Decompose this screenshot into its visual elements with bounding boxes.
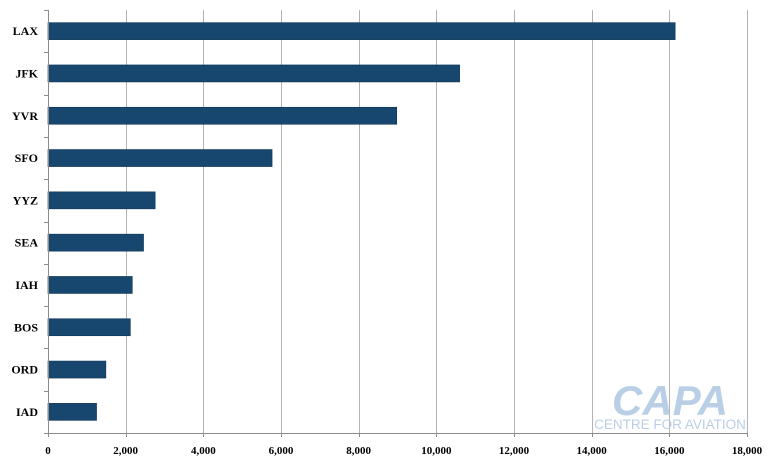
watermark-logo-text: CAPA	[612, 377, 728, 424]
bar-lax	[47, 22, 676, 40]
x-tick-label: 12,000	[499, 445, 530, 457]
x-tick-label: 6,000	[269, 445, 294, 457]
category-label: IAH	[15, 278, 38, 292]
bar-yyz	[47, 191, 156, 210]
x-tick-label: 14,000	[577, 445, 608, 457]
category-label: JFK	[15, 66, 38, 80]
category-label: YVR	[12, 109, 38, 123]
category-label: SFO	[15, 151, 38, 165]
x-tick-label: 4,000	[191, 445, 216, 457]
capa-watermark: CAPA CENTRE FOR AVIATION	[594, 377, 746, 432]
x-tick-label: 16,000	[654, 445, 685, 457]
category-label: SEA	[15, 236, 39, 250]
category-label: YYZ	[13, 193, 38, 207]
bar-yvr	[47, 106, 398, 125]
bar-sfo	[47, 149, 273, 167]
bar-iad	[47, 403, 97, 421]
bar-bos	[47, 318, 131, 337]
bar-iah	[47, 276, 133, 294]
bars	[47, 22, 676, 421]
watermark-subtitle: CENTRE FOR AVIATION	[594, 417, 746, 432]
category-label: IAD	[16, 405, 38, 419]
x-tick-label: 2,000	[113, 445, 138, 457]
bar-sea	[47, 233, 144, 252]
x-tick-label: 10,000	[421, 445, 452, 457]
axes	[44, 10, 748, 434]
x-tick-label: 0	[45, 445, 51, 457]
category-label: BOS	[14, 320, 38, 334]
x-axis-ticks: 0 2,000 4,000 6,000 8,000 10,000 12,000 14,000 1…	[45, 433, 763, 457]
category-label: LAX	[13, 24, 39, 38]
x-tick-label: 18,000	[732, 445, 763, 457]
bar-ord	[47, 360, 107, 379]
y-axis-labels: LAX JFK YVR SFO YYZ SEA IAH BOS ORD IAD	[11, 24, 38, 419]
x-tick-label: 8,000	[346, 445, 371, 457]
category-label: ORD	[11, 363, 38, 377]
bar-jfk	[47, 64, 460, 83]
